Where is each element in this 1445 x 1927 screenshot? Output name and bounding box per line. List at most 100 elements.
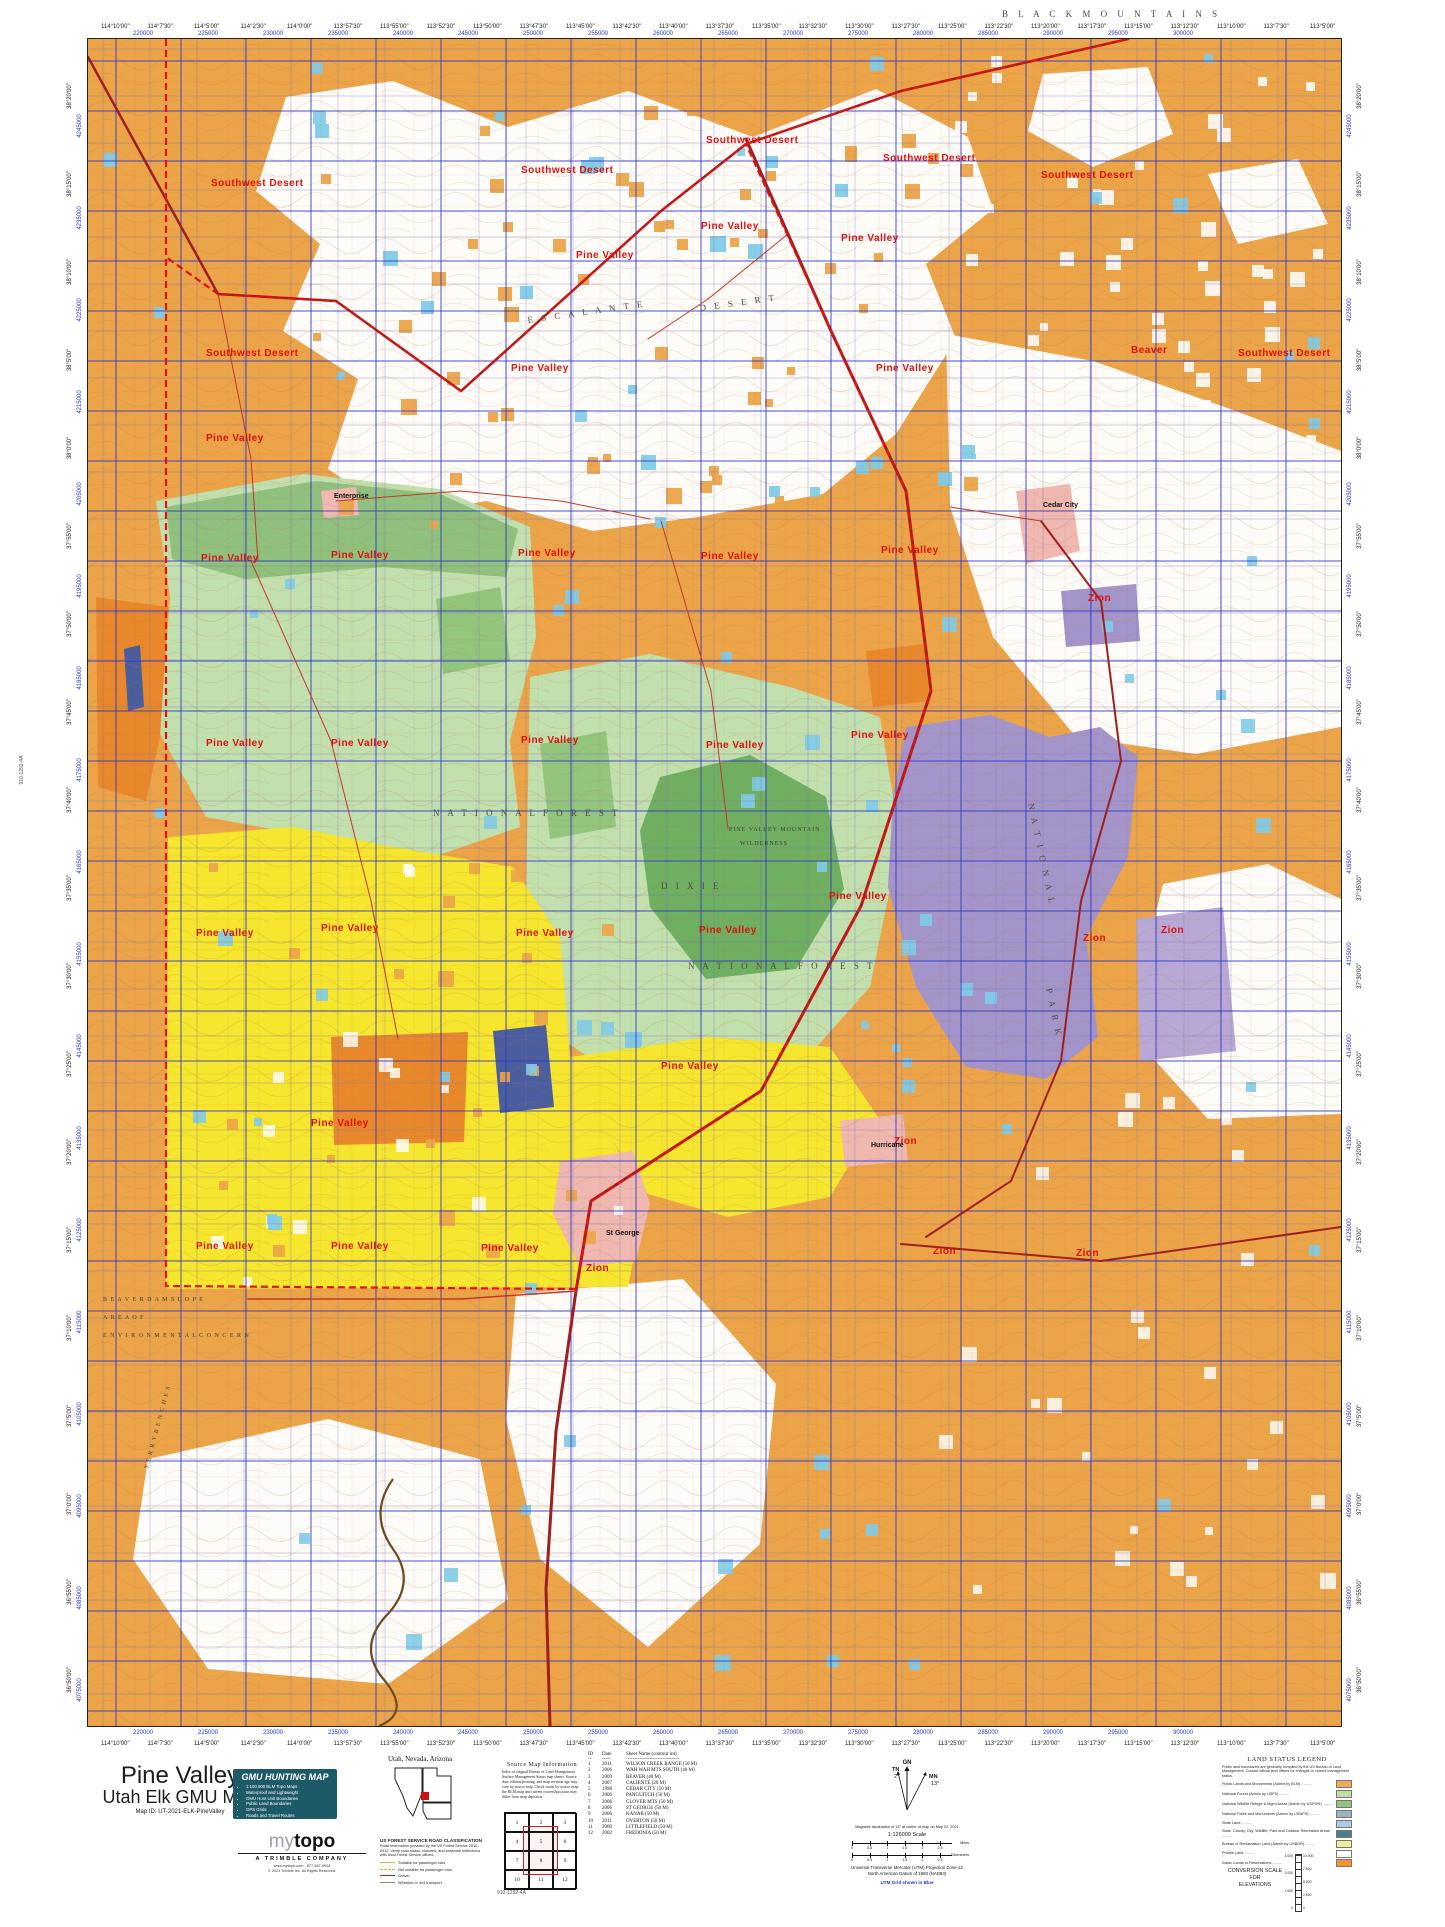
longitude-label: 113°45'00"	[566, 24, 595, 30]
sheet-list-row: 4 2007 CALIENTE (20 M)	[588, 1780, 666, 1786]
latitude-label: 37°5'00"	[1357, 1404, 1363, 1428]
map-label: Southwest Desert	[706, 135, 799, 146]
longitude-label: 113°7'30"	[1263, 1741, 1289, 1747]
utm-northing-label: 4085000	[1347, 1586, 1353, 1610]
longitude-label: 113°47'30"	[519, 1741, 549, 1747]
map-label: E N V I R O N M E N T A L C O N C E R N	[103, 1333, 250, 1339]
legend-item: State, County, City, Wildlife, Park and …	[1222, 1829, 1352, 1838]
map-label: Pine Valley	[521, 735, 579, 746]
utm-easting-label: 230000	[263, 1730, 284, 1736]
map-label: Pine Valley	[701, 221, 759, 232]
gmu-boundary	[164, 39, 1129, 1291]
longitude-label: 113°10'00"	[1217, 24, 1246, 30]
sheet-list-row: 2 2006 WAH WAH MTS SOUTH (40 M)	[588, 1768, 695, 1774]
utm-easting-label: 295000	[1108, 31, 1129, 37]
gmu-bullet: Public Land Boundaries	[246, 1801, 333, 1807]
longitude-label: 114°5'00"	[194, 24, 220, 30]
sheet-list-row: 3 2009 BEAVER (40 M)	[588, 1774, 661, 1780]
gmu-bullet: 1:100,000 BLM Topo Maps	[246, 1784, 333, 1790]
legend-item: Bureau of Reclamation Land (Admin by USB…	[1222, 1839, 1352, 1848]
legend-item: National Wildlife Refuge & Mgmt Areas (A…	[1222, 1799, 1352, 1808]
svg-text:TN: TN	[892, 1767, 899, 1773]
adjacent-section-cell: 9	[553, 1851, 577, 1870]
adjacent-map-sections: 1 2 3 4 5 6 7 8 9 10 11 12	[504, 1812, 577, 1890]
map-label: Southwest Desert	[883, 153, 976, 164]
map-label: WILDERNESS	[740, 841, 788, 847]
map-label: Southwest Desert	[211, 178, 304, 189]
contour-texture	[88, 39, 1341, 1726]
longitude-label: 113°10'00"	[1217, 1741, 1246, 1747]
longitude-label: 113°5'00"	[1310, 24, 1336, 30]
sheet-list-row: 1 2011 WILSON CREEK RANGE (50 M)	[588, 1762, 697, 1767]
legend-item-label: Public Lands and Monuments (Admin by BLM…	[1222, 1782, 1311, 1787]
longitude-label: 113°12'30"	[1170, 24, 1200, 30]
utm-northing-label: 4145000	[77, 1034, 83, 1058]
map-label: Pine Valley	[841, 233, 899, 244]
scale-bar-miles: 0 0.5 1 1.5 2 2.5 Miles	[851, 1840, 969, 1850]
utm-easting-label: 265000	[718, 31, 739, 37]
declination-note: Magnetic declination of 13° at center of…	[855, 1825, 959, 1829]
source-map-information: Source Map Information Index of original…	[502, 1762, 582, 1800]
utm-easting-label: 290000	[1043, 1730, 1064, 1736]
longitude-label: 114°7'30"	[147, 24, 173, 30]
utm-easting-label: 220000	[133, 1730, 154, 1736]
utm-easting-label: 280000	[913, 1730, 934, 1736]
latitude-label: 37°40'00"	[1357, 787, 1363, 813]
map-label: Pine Valley	[706, 740, 764, 751]
gmu-box-bullets: 1:100,000 BLM Topo MapsWaterproof and Li…	[237, 1784, 333, 1819]
latitude-label: 38°10'00"	[1357, 259, 1363, 285]
longitude-label: 113°40'00"	[659, 24, 688, 30]
longitude-label: 113°12'30"	[1170, 1741, 1200, 1747]
latitude-label: 37°10'00"	[67, 1315, 73, 1341]
map-label: Hurricane	[871, 1142, 904, 1149]
road-class-label: Wheeled or 4x4 transport	[398, 1879, 442, 1885]
map-label: Pine Valley	[699, 925, 757, 936]
legend-item: State Land .........	[1222, 1819, 1352, 1828]
map-label: Pine Valley	[201, 553, 259, 564]
svg-text:13°: 13°	[931, 1781, 939, 1787]
utm-northing-label: 4125000	[77, 1218, 83, 1242]
map-label: Beaver	[1131, 345, 1167, 356]
adjacent-section-cell: 1	[505, 1813, 529, 1832]
utm-northing-label: 4245000	[1347, 114, 1353, 138]
adjacent-section-cell: 10	[505, 1870, 529, 1889]
svg-text:MN: MN	[929, 1774, 938, 1780]
latitude-label: 37°55'00"	[67, 523, 73, 549]
utm-easting-label: 225000	[198, 31, 219, 37]
utm-northing-label: 4205000	[1347, 482, 1353, 506]
adjacent-section-cell: 6	[553, 1832, 577, 1851]
adjacent-section-cell: 5	[529, 1832, 553, 1851]
longitude-label: 113°52'30"	[426, 24, 456, 30]
latitude-label: 37°50'00"	[67, 611, 73, 637]
map-label: A R E A O F	[103, 1315, 145, 1321]
map-label: Zion	[1088, 593, 1111, 604]
adjacent-section-cell: 7	[505, 1851, 529, 1870]
map-label: Pine Valley	[851, 730, 909, 741]
usfs-road-class-row: Wheeled or 4x4 transport	[380, 1880, 488, 1885]
svg-text:2°: 2°	[894, 1774, 899, 1780]
utm-northing-label: 4155000	[77, 942, 83, 966]
print-code-side: 910-1292-4A	[19, 755, 25, 785]
longitude-label: 114°10'00"	[101, 1741, 130, 1747]
elevation-meters-label: 1,000	[1284, 1888, 1294, 1893]
latitude-label: 37°35'00"	[1357, 875, 1363, 901]
map-label: Cedar City	[1043, 502, 1078, 509]
gmu-box-title: GMU HUNTING MAP	[241, 1772, 329, 1782]
utm-easting-label: 225000	[198, 1730, 219, 1736]
map-label: N A T I O N A L F O R E S T	[688, 961, 875, 971]
latitude-label: 37°45'00"	[67, 699, 73, 725]
utm-grid-note: UTM Grid shown in Blue	[880, 1879, 934, 1885]
map-label: Zion	[1083, 933, 1106, 944]
state-inset-map	[394, 1767, 452, 1820]
legend-item: Indian Lands or Reservations .........	[1222, 1859, 1352, 1868]
elevation-feet-label: 10,000	[1303, 1854, 1314, 1858]
latitude-label: 37°15'00"	[67, 1227, 73, 1253]
longitude-label: 113°27'30"	[891, 1741, 921, 1747]
legend-item-label: National Forest (Admin by USFS) ........…	[1222, 1791, 1289, 1796]
utm-northing-label: 4175000	[77, 758, 83, 782]
elevation-feet-label: 2,500	[1303, 1893, 1312, 1897]
utm-easting-label: 290000	[1043, 31, 1064, 37]
elevation-meters-label: 0	[1291, 1905, 1293, 1910]
latitude-label: 37°35'00"	[67, 875, 73, 901]
legend-item-label: Private Land .........	[1222, 1851, 1254, 1856]
